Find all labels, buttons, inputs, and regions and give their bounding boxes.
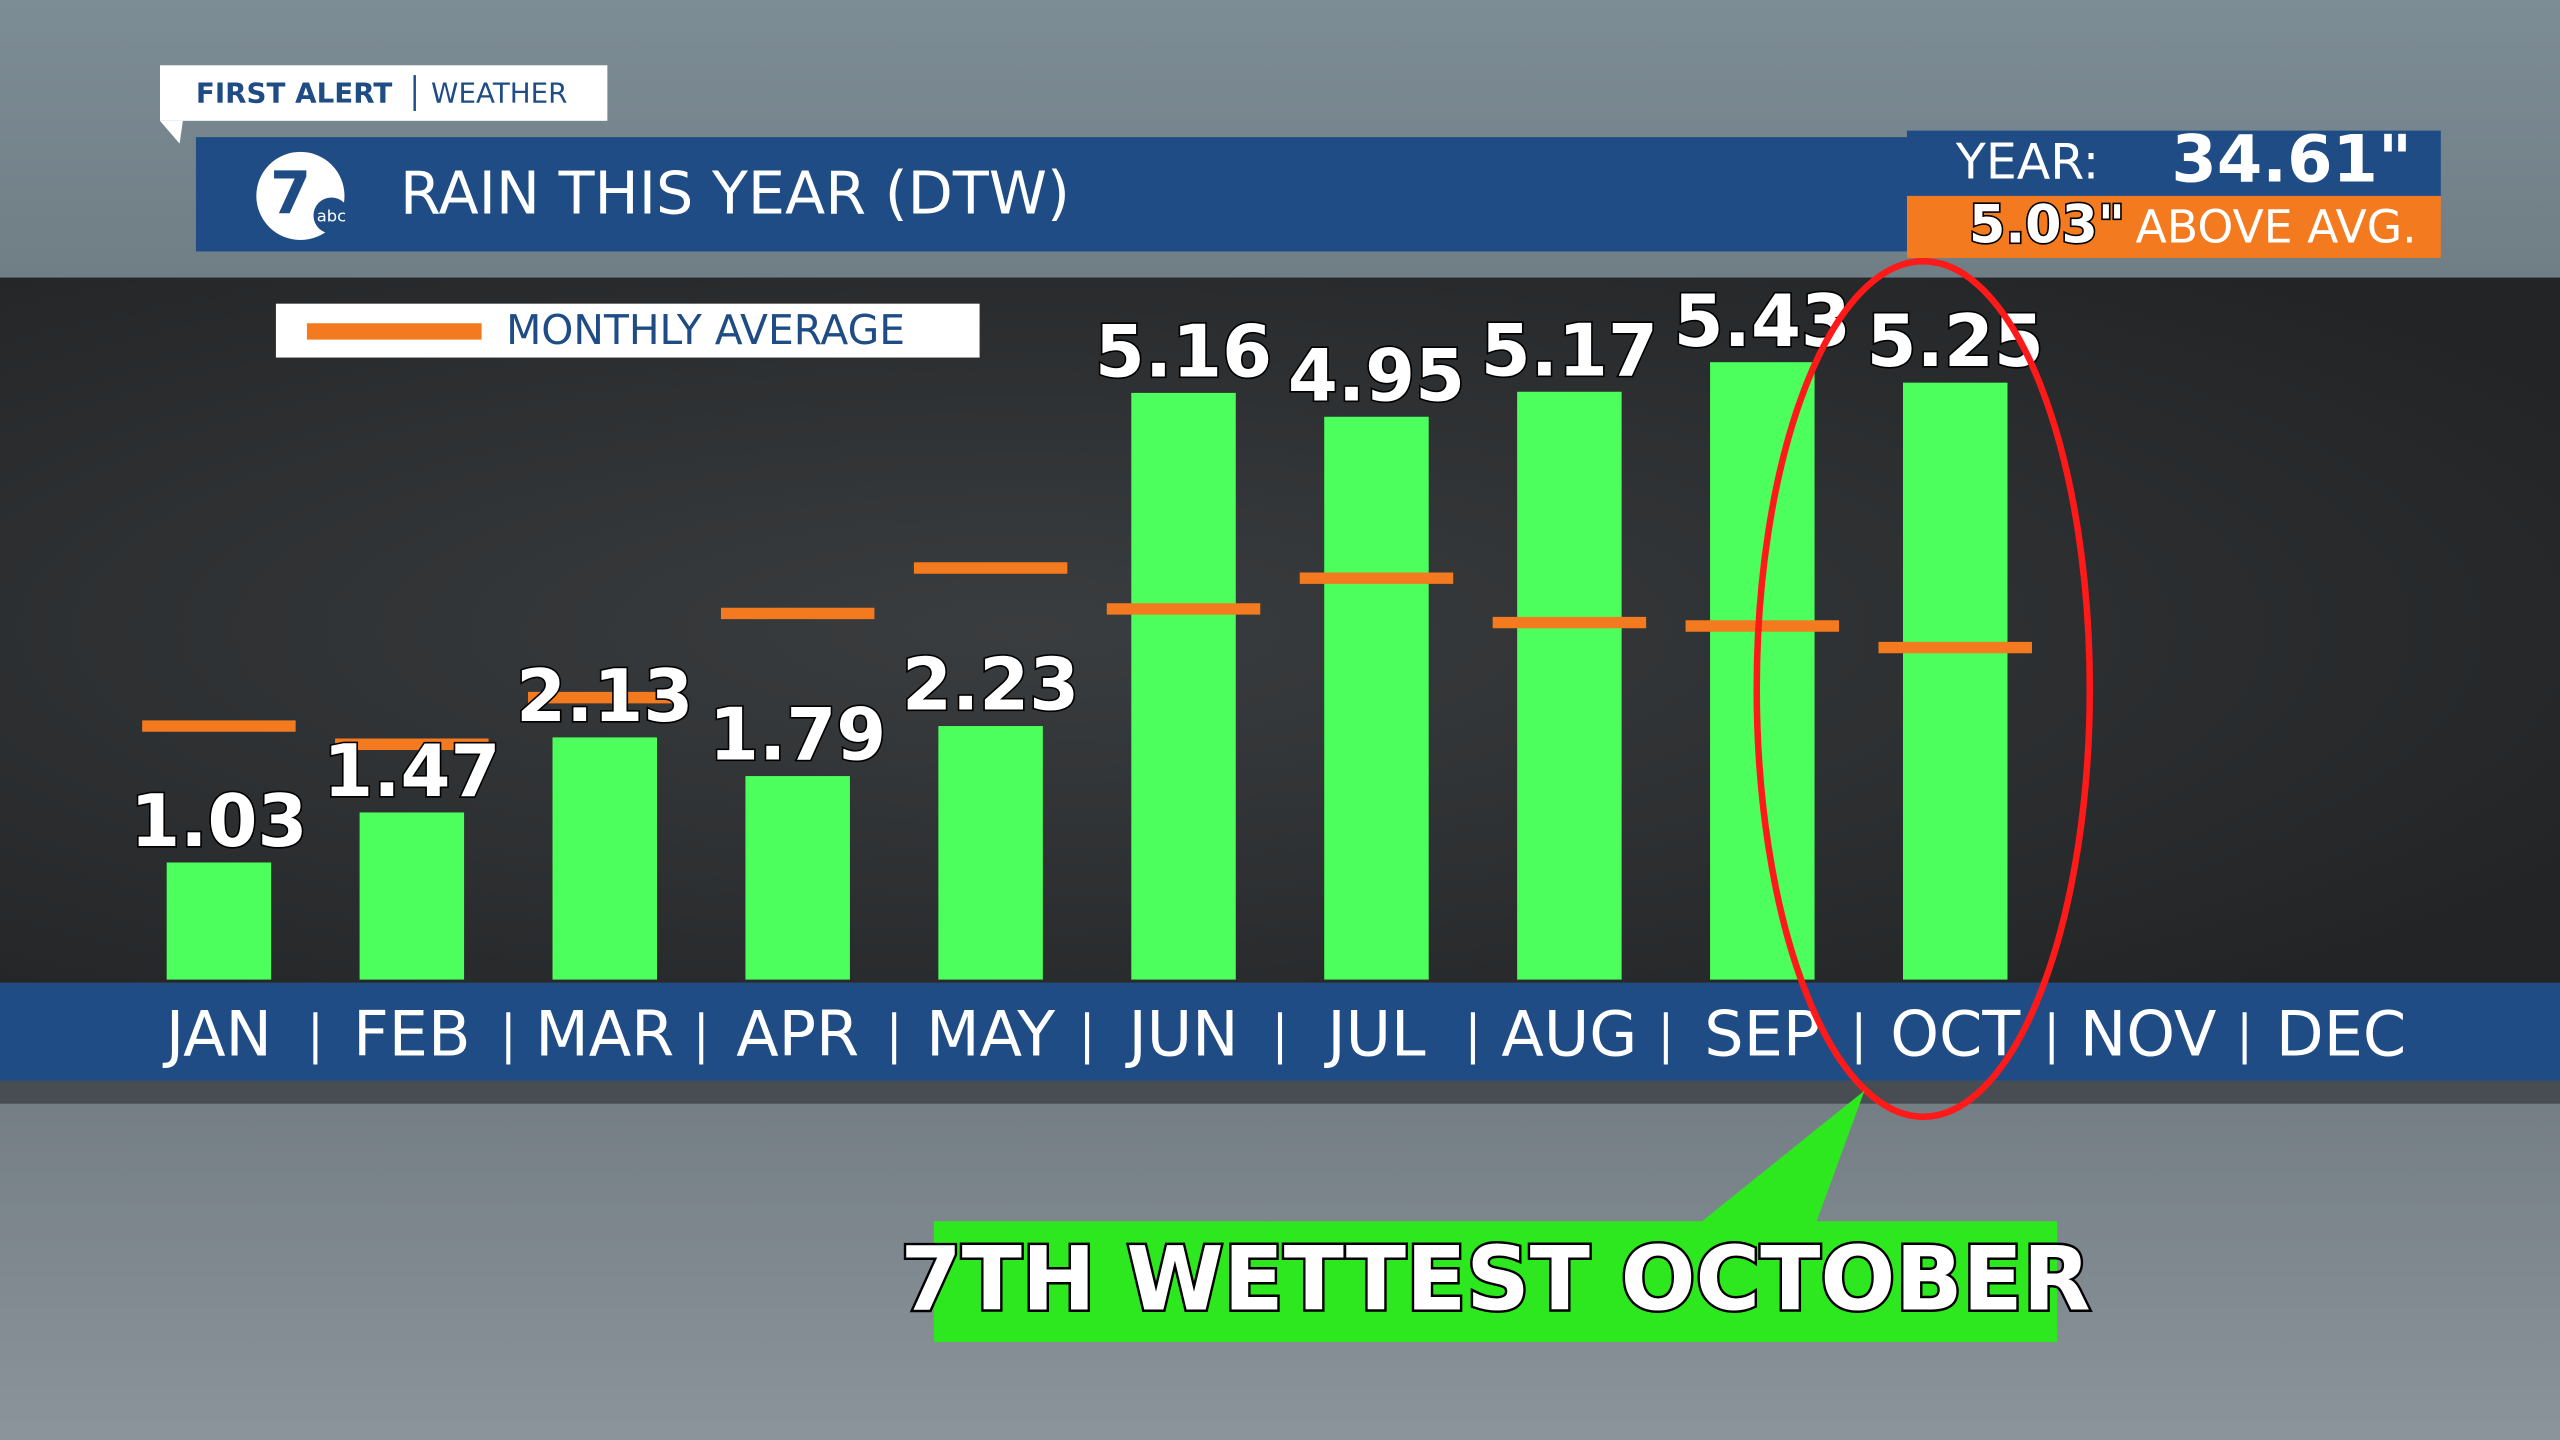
above-box [1906, 195, 2441, 258]
value-label: 5.17 [1481, 308, 1658, 392]
logo-sub: abc [317, 207, 346, 226]
year-box [1906, 130, 2441, 196]
bar [1324, 416, 1429, 980]
x-tick-label: JUN [1124, 997, 1238, 1070]
value-label: 1.79 [709, 693, 886, 777]
bar [1131, 392, 1236, 980]
x-tick-label: FEB [353, 997, 470, 1070]
legend-label: MONTHLY AVERAGE [506, 306, 905, 354]
bar [166, 862, 272, 980]
logo-number: 7 [270, 159, 311, 228]
title-bar [195, 137, 1911, 252]
bar [1517, 391, 1622, 980]
x-tick-label: APR [736, 997, 859, 1070]
highlight-oval [1753, 257, 2094, 1120]
x-tick-label: AUG [1501, 997, 1637, 1070]
x-tick-label: JAN [162, 997, 272, 1070]
plot: JAN 1.03 FEB 1.47 MAR 2.13 APR 1.79 MAY 2.23 JUN 5.… [129, 277, 2407, 1070]
bar [1710, 362, 1815, 980]
value-label: 4.95 [1288, 333, 1465, 417]
x-tick-label: SEP [1704, 997, 1820, 1070]
value-label: 5.25 [1867, 299, 2044, 383]
brand-sub: WEATHER [431, 77, 567, 110]
annotation: 7TH WETTEST OCTOBER [900, 1227, 2090, 1330]
brand: FIRST ALERT [196, 77, 392, 110]
bar [745, 776, 850, 980]
value-label: 2.13 [516, 654, 693, 738]
band-shadow [0, 1080, 2560, 1104]
brand-tab-tip [160, 120, 183, 144]
x-tick-label: NOV [2080, 997, 2217, 1070]
bar [1902, 382, 2008, 980]
callout-pointer [1697, 1090, 1865, 1225]
x-tick-label: MAR [535, 997, 674, 1070]
value-label: 1.03 [130, 779, 307, 863]
value-label: 5.16 [1095, 309, 1272, 393]
year-label: YEAR: [1955, 133, 2099, 190]
bar [552, 737, 658, 980]
x-tick-label: JUL [1323, 997, 1426, 1070]
value-label: 2.23 [902, 643, 1079, 727]
bar [359, 812, 465, 980]
year-total: 34.61" [2171, 121, 2412, 197]
x-tick-label: MAY [926, 997, 1056, 1070]
logo-badge [313, 197, 350, 234]
above-label: ABOVE AVG. [2136, 201, 2417, 254]
value-label: 1.47 [323, 729, 500, 813]
chart-title: RAIN THIS YEAR (DTW) [400, 159, 1070, 228]
callout-box [933, 1221, 2058, 1343]
bar [938, 726, 1043, 980]
x-tick-label: DEC [2276, 997, 2406, 1070]
x-tick-label: OCT [1890, 997, 2021, 1070]
brand-tab [160, 65, 608, 121]
above-value: 5.03" [1969, 196, 2125, 256]
